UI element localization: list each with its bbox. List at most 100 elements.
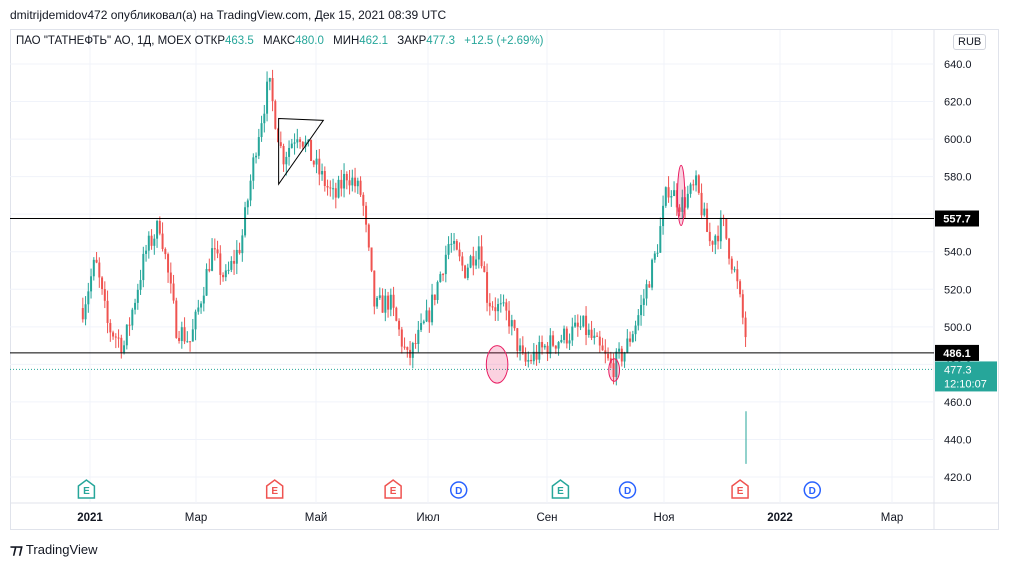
candle-body — [598, 336, 601, 346]
earnings-event-icon — [551, 479, 570, 499]
candle-body — [719, 217, 722, 242]
candle-body — [156, 220, 159, 239]
chart-frame[interactable] — [10, 29, 999, 530]
candle-body — [571, 326, 574, 341]
candle-body — [711, 241, 714, 245]
x-tick-label: Ноя — [654, 512, 675, 524]
candle-body — [642, 298, 645, 305]
candle-body — [106, 300, 109, 323]
candle-body — [142, 253, 145, 281]
candle-body — [208, 268, 211, 271]
candle-body — [601, 345, 604, 351]
candle-body — [695, 175, 698, 186]
candle-body — [277, 128, 280, 143]
candle-body — [194, 311, 197, 330]
candle-body — [546, 345, 549, 354]
candle-body — [321, 171, 324, 175]
candle-body — [648, 284, 651, 288]
candle-body — [268, 78, 271, 82]
candle-body — [494, 307, 497, 312]
candle-body — [197, 307, 200, 312]
level-price-label-bg — [935, 210, 979, 227]
candle-body — [483, 266, 486, 273]
candle-body — [266, 81, 269, 114]
y-tick-label: 620.0 — [944, 97, 972, 109]
candle-body — [403, 346, 406, 348]
candle-body — [618, 348, 621, 352]
candle-body — [282, 145, 285, 165]
candle-body — [139, 280, 142, 290]
candle-body — [700, 192, 703, 216]
currency-badge[interactable]: RUB — [953, 34, 987, 50]
candle-body — [117, 337, 120, 339]
candle-body — [81, 308, 84, 320]
candle-body — [183, 327, 186, 342]
candle-body — [714, 235, 717, 245]
candle-body — [576, 322, 579, 327]
high-label: МАКС — [263, 35, 296, 47]
candle-body — [389, 294, 392, 310]
candle-body — [686, 193, 689, 208]
candle-body — [348, 180, 351, 186]
candle-body — [703, 208, 706, 216]
candle-body — [634, 325, 637, 335]
candle-body — [491, 306, 494, 308]
candle-body — [530, 359, 533, 362]
candle-body — [428, 310, 431, 323]
candle-body — [681, 197, 684, 212]
candle-body — [230, 260, 233, 270]
candle-body — [593, 335, 596, 338]
candle-body — [549, 335, 552, 354]
x-tick-label: 2022 — [767, 512, 793, 524]
candle-body — [257, 137, 260, 156]
candle-body — [378, 295, 381, 298]
candle-body — [521, 345, 524, 353]
candle-body — [290, 143, 293, 148]
candle-body — [505, 302, 508, 311]
footer-brand[interactable]: ⁊⁊ TradingView — [10, 541, 97, 558]
candle-body — [422, 321, 425, 324]
candle-body — [535, 351, 538, 360]
candle-body — [568, 340, 571, 344]
symbol-name[interactable]: ПАО "ТАТНЕФТЬ" АО, 1Д, MOEX — [16, 35, 192, 47]
highlight-ellipse — [608, 358, 621, 382]
candle-body — [359, 180, 362, 195]
candle-body — [662, 205, 665, 227]
candle-body — [656, 252, 659, 254]
candle-body — [692, 184, 695, 186]
candle-body — [741, 294, 744, 318]
candle-body — [354, 177, 357, 187]
earnings-event-label: E — [557, 486, 564, 497]
last-price-value: 477.3 — [944, 364, 972, 376]
candle-body — [134, 302, 137, 310]
candle-body — [411, 343, 414, 358]
candle-body — [645, 284, 648, 299]
earnings-event-label: E — [737, 486, 744, 497]
candle-body — [373, 270, 376, 307]
x-tick-label: Мар — [881, 512, 904, 524]
candle-body — [607, 353, 610, 359]
x-tick-label: Июл — [416, 512, 439, 524]
candle-body — [532, 351, 535, 362]
change-value: +12.5 (+2.69%) — [464, 35, 544, 47]
candle-body — [538, 341, 541, 360]
candle-body — [497, 304, 500, 312]
brand-name: TradingView — [25, 542, 98, 557]
candle-body — [169, 272, 172, 284]
candle-body — [527, 359, 530, 362]
x-tick-label: Сен — [536, 512, 557, 524]
candle-body — [552, 335, 555, 346]
candle-body — [744, 317, 747, 338]
level-price-label: 557.7 — [943, 213, 971, 225]
highlight-ellipse — [485, 345, 509, 384]
candle-body — [675, 190, 678, 208]
candle-body — [417, 329, 420, 344]
tradingview-logo-icon: ⁊⁊ — [10, 541, 23, 557]
candle-body — [519, 345, 522, 351]
candle-body — [255, 155, 258, 158]
candle-body — [395, 307, 398, 321]
candle-body — [136, 289, 139, 303]
candle-body — [736, 269, 739, 282]
candle-body — [392, 294, 395, 308]
